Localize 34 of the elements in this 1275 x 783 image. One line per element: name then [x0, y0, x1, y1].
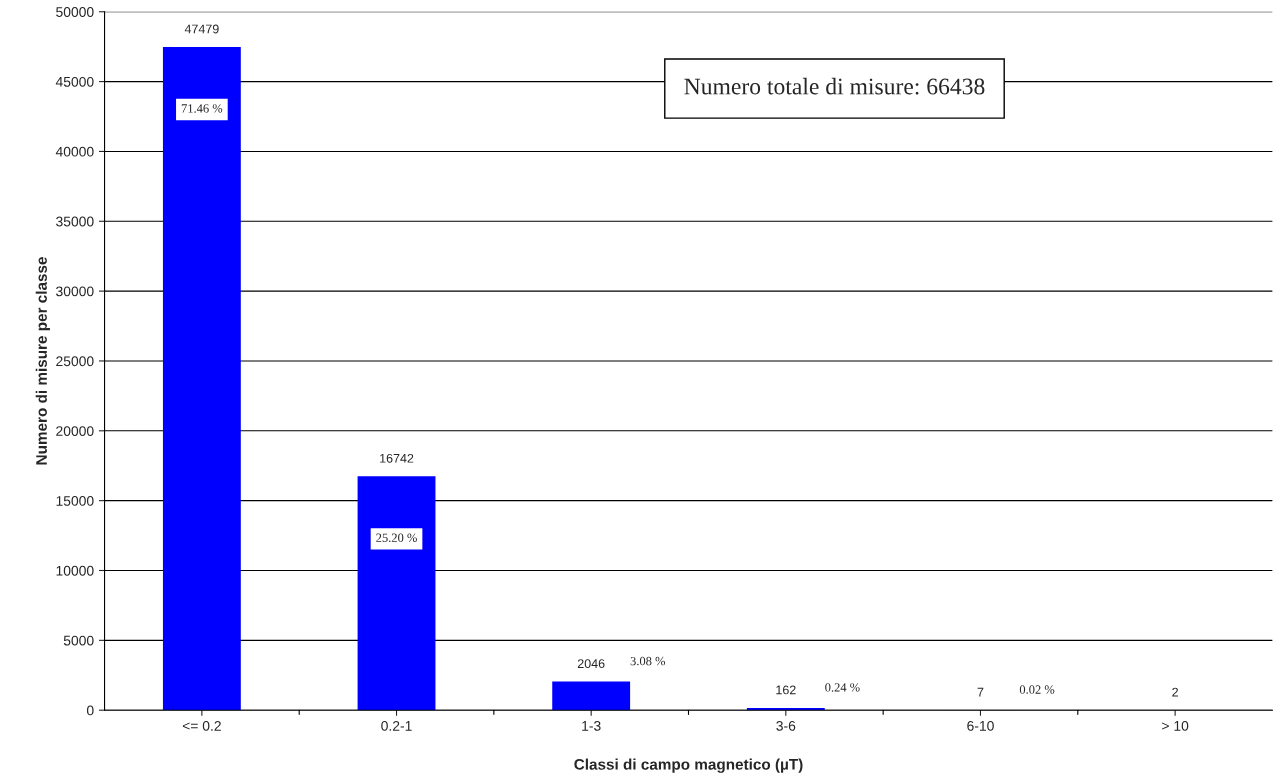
data-label: 47479	[184, 24, 219, 34]
x-axis-title: Classi di campo magnetico (µT)	[574, 758, 803, 773]
y-tick-label: 30000	[56, 286, 94, 297]
data-label: 2	[1172, 687, 1178, 697]
bar	[552, 681, 631, 711]
bar	[162, 46, 241, 711]
y-tick-label: 0	[86, 705, 94, 716]
y-tick-label: 20000	[56, 426, 94, 436]
x-tick-label: 3-6	[776, 720, 796, 731]
y-tick-label: 45000	[55, 76, 94, 87]
y-tick-label: 40000	[55, 146, 94, 157]
x-tick-label: 0.2-1	[381, 720, 412, 731]
bar	[357, 476, 436, 711]
annotation: 3.08 %	[630, 656, 666, 666]
y-tick-label: 5000	[63, 635, 94, 646]
data-label: 7	[977, 687, 984, 697]
y-tick-label: 25000	[56, 356, 94, 367]
annotation: 71.46 %	[181, 104, 223, 113]
x-tick-label: > 10	[1162, 720, 1189, 731]
x-tick-label: 6-10	[967, 720, 994, 731]
y-tick-label: 50000	[56, 7, 94, 17]
y-tick-label: 10000	[56, 565, 94, 576]
data-label: 162	[776, 685, 796, 695]
annotation: 0.24 %	[825, 683, 860, 692]
annotation: 25.20 %	[376, 533, 417, 542]
x-tick-label: <= 0.2	[182, 720, 221, 731]
y-tick-label: 15000	[56, 495, 94, 506]
data-label: 16742	[380, 453, 414, 463]
y-axis-title: Numero di misure per classe	[35, 257, 50, 465]
y-tick-label: 35000	[56, 216, 94, 227]
annotation: 0.02 %	[1019, 685, 1055, 694]
annotation: Numero totale di misure: 66438	[684, 77, 985, 95]
data-label: 2046	[577, 659, 605, 669]
x-tick-label: 1-3	[582, 720, 601, 731]
